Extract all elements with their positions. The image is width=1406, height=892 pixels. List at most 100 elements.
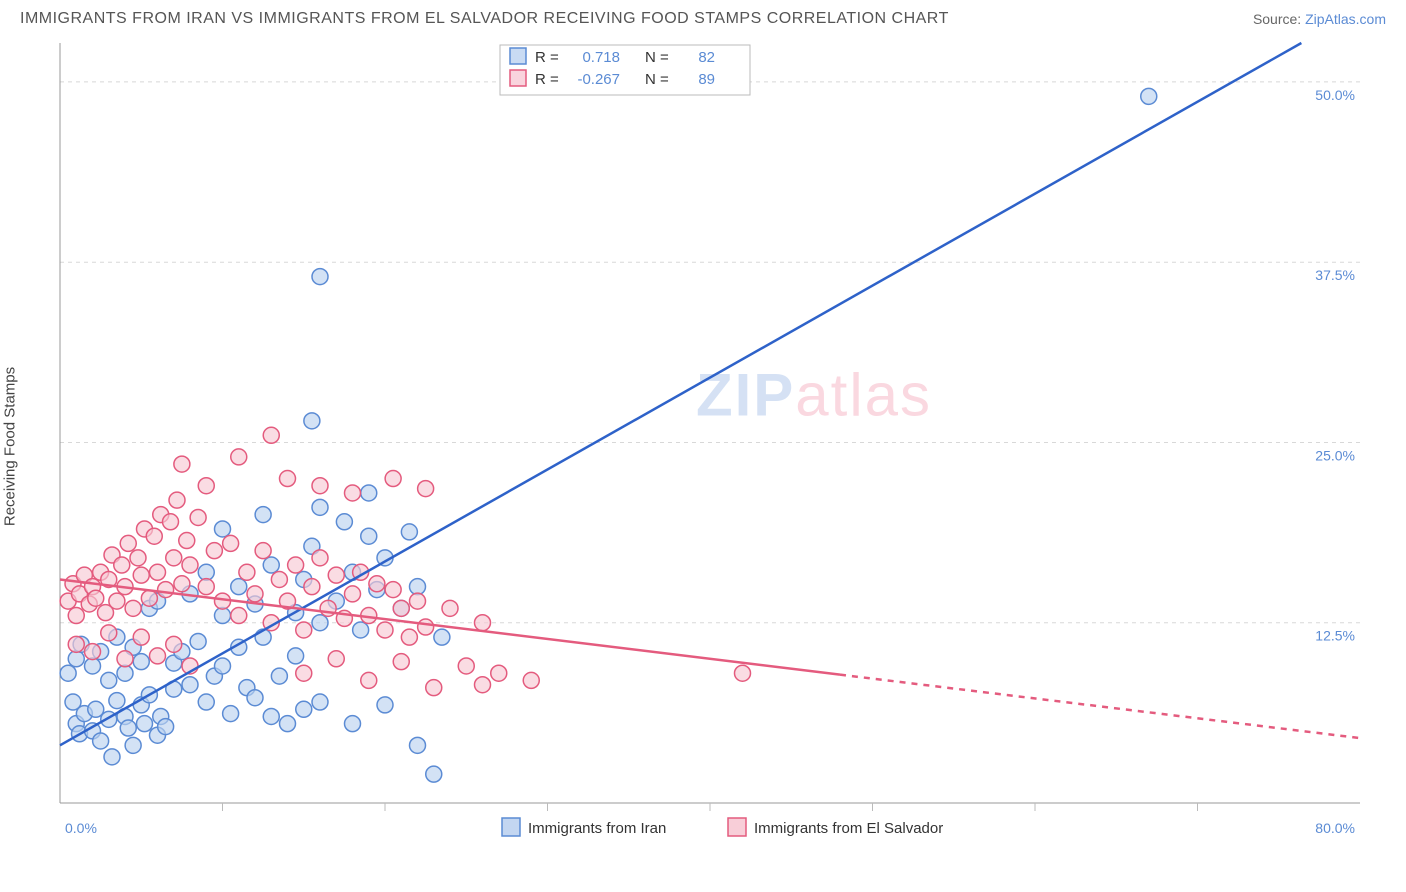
data-point-iran [280,716,296,732]
data-point-elsalvador [255,543,271,559]
y-tick-label: 50.0% [1315,87,1355,103]
data-point-elsalvador [174,576,190,592]
data-point-iran [247,690,263,706]
data-point-elsalvador [735,665,751,681]
data-point-elsalvador [426,680,442,696]
data-point-elsalvador [312,550,328,566]
data-point-elsalvador [88,590,104,606]
data-point-elsalvador [68,636,84,652]
data-point-elsalvador [166,636,182,652]
data-point-iran [198,564,214,580]
data-point-elsalvador [296,665,312,681]
data-point-elsalvador [231,449,247,465]
data-point-elsalvador [304,579,320,595]
correlation-chart: 12.5%25.0%37.5%50.0%ZIPatlas0.0%80.0%R =… [50,33,1370,843]
data-point-elsalvador [475,615,491,631]
data-point-iran [361,528,377,544]
x-tick-label: 0.0% [65,820,97,836]
legend-r-label: R = [535,71,559,88]
data-point-iran [345,716,361,732]
data-point-elsalvador [231,608,247,624]
data-point-iran [60,665,76,681]
data-point-iran [65,694,81,710]
data-point-elsalvador [401,629,417,645]
data-point-iran [312,499,328,515]
bottom-legend-swatch-iran [502,818,520,836]
data-point-iran [223,706,239,722]
data-point-elsalvador [328,651,344,667]
data-point-elsalvador [385,471,401,487]
data-point-iran [336,514,352,530]
data-point-elsalvador [280,471,296,487]
data-point-iran [104,749,120,765]
data-point-iran [263,557,279,573]
data-point-elsalvador [393,600,409,616]
data-point-iran [109,693,125,709]
data-point-elsalvador [345,485,361,501]
data-point-elsalvador [109,593,125,609]
data-point-iran [190,633,206,649]
bottom-legend-label-elsalvador: Immigrants from El Salvador [754,820,943,837]
data-point-iran [361,485,377,501]
data-point-iran [158,719,174,735]
data-point-elsalvador [130,550,146,566]
data-point-elsalvador [166,550,182,566]
data-point-iran [434,629,450,645]
y-axis-label: Receiving Food Stamps [2,367,19,526]
y-tick-label: 12.5% [1315,628,1355,644]
data-point-iran [304,413,320,429]
data-point-iran [133,654,149,670]
data-point-elsalvador [206,543,222,559]
data-point-iran [1141,88,1157,104]
source-attribution: Source: ZipAtlas.com [1253,11,1386,27]
data-point-elsalvador [385,582,401,598]
legend-swatch-iran [510,48,526,64]
legend-r-label: R = [535,49,559,66]
data-point-iran [120,720,136,736]
data-point-iran [288,648,304,664]
data-point-elsalvador [442,600,458,616]
data-point-elsalvador [223,535,239,551]
data-point-elsalvador [361,672,377,688]
x-tick-label: 80.0% [1315,820,1355,836]
data-point-elsalvador [369,576,385,592]
data-point-iran [198,694,214,710]
legend-n-label: N = [645,71,669,88]
data-point-elsalvador [345,586,361,602]
data-point-elsalvador [458,658,474,674]
data-point-iran [117,665,133,681]
data-point-elsalvador [312,478,328,494]
data-point-elsalvador [133,567,149,583]
data-point-elsalvador [150,564,166,580]
data-point-elsalvador [125,600,141,616]
data-point-elsalvador [475,677,491,693]
data-point-iran [377,697,393,713]
data-point-elsalvador [101,625,117,641]
data-point-iran [401,524,417,540]
data-point-elsalvador [328,567,344,583]
data-point-iran [255,507,271,523]
chart-container: Receiving Food Stamps 12.5%25.0%37.5%50.… [50,33,1370,843]
data-point-iran [101,672,117,688]
data-point-elsalvador [182,557,198,573]
data-point-iran [125,737,141,753]
data-point-iran [231,579,247,595]
chart-title: IMMIGRANTS FROM IRAN VS IMMIGRANTS FROM … [20,10,949,28]
legend-n-value-elsalvador: 89 [698,71,715,88]
data-point-iran [410,579,426,595]
data-point-iran [182,677,198,693]
data-point-elsalvador [141,590,157,606]
bottom-legend-label-iran: Immigrants from Iran [528,820,666,837]
data-point-iran [85,658,101,674]
data-point-iran [271,668,287,684]
y-tick-label: 25.0% [1315,447,1355,463]
data-point-elsalvador [163,514,179,530]
data-point-elsalvador [169,492,185,508]
legend-n-value-iran: 82 [698,49,715,66]
data-point-elsalvador [198,579,214,595]
y-tick-label: 37.5% [1315,267,1355,283]
data-point-iran [215,608,231,624]
data-point-elsalvador [146,528,162,544]
data-point-iran [215,658,231,674]
source-link[interactable]: ZipAtlas.com [1305,11,1386,27]
